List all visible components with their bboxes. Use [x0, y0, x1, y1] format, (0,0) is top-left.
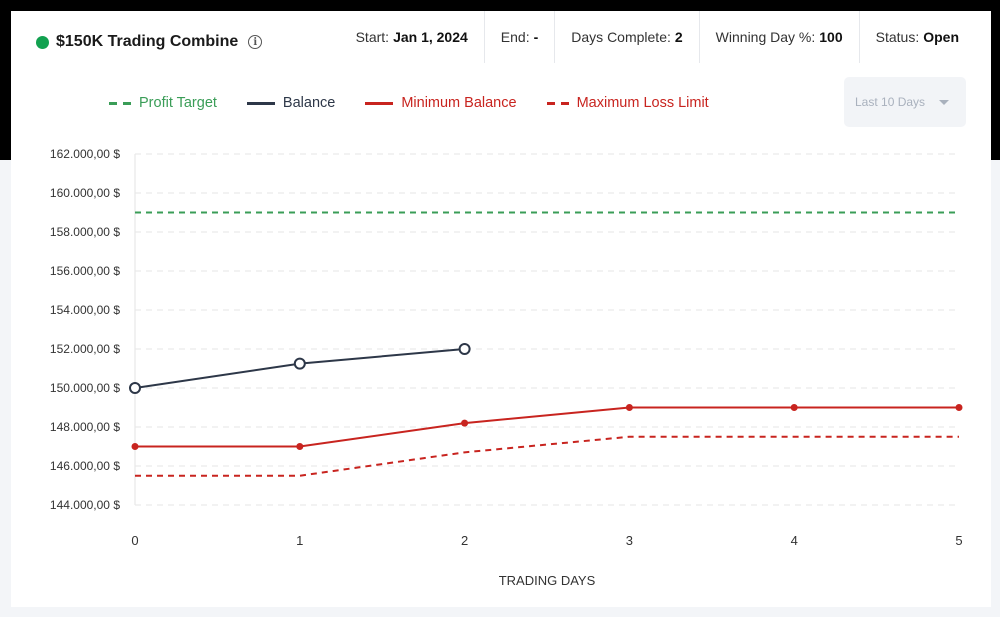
legend-item[interactable]: Maximum Loss Limit: [546, 95, 709, 111]
y-tick-label: 156.000,00 $: [50, 264, 120, 278]
y-tick-label: 162.000,00 $: [50, 147, 120, 161]
legend-label: Balance: [282, 95, 336, 111]
status-dot-icon: [36, 35, 49, 49]
stats-bar: Start: Jan 1, 2024 End: - Days Complete: 2 …: [340, 11, 975, 63]
legend-swatch: [546, 101, 569, 105]
legend-swatch: [246, 101, 275, 105]
y-tick-label: 148.000,00 $: [50, 420, 120, 434]
x-tick-label: 1: [296, 533, 303, 548]
legend-swatch: [109, 101, 131, 105]
data-point: [293, 357, 306, 370]
legend-label: Profit Target: [139, 95, 217, 111]
legend-label: Maximum Loss Limit: [576, 95, 709, 111]
x-axis-title: TRADING DAYS: [499, 573, 596, 588]
data-point: [955, 404, 963, 411]
y-tick-label: 158.000,00 $: [50, 225, 120, 239]
y-tick-label: 146.000,00 $: [50, 459, 120, 473]
data-point: [296, 443, 304, 450]
stat-days-complete: Days Complete: 2: [554, 11, 698, 63]
legend-item[interactable]: Minimum Balance: [365, 95, 517, 111]
y-tick-label: 154.000,00 $: [50, 303, 120, 317]
data-point: [625, 404, 633, 411]
title-text: $150K Trading Combine: [56, 33, 239, 50]
legend-swatch: [365, 101, 394, 105]
range-select[interactable]: Last 10 Days: [844, 77, 966, 127]
x-tick-label: 3: [626, 533, 633, 548]
data-point: [790, 404, 798, 411]
stat-status: Status: Open: [858, 11, 975, 63]
y-tick-label: 150.000,00 $: [50, 381, 120, 395]
stat-end: End: -: [483, 11, 554, 63]
data-point: [129, 382, 141, 394]
x-tick-label: 2: [461, 533, 468, 548]
range-select-value: Last 10 Days: [855, 95, 926, 109]
y-tick-label: 160.000,00 $: [50, 186, 120, 200]
data-point: [461, 419, 469, 427]
chevron-down-icon: [939, 100, 949, 105]
legend-label: Minimum Balance: [401, 95, 517, 111]
y-tick-label: 152.000,00 $: [50, 342, 120, 356]
card-title: $150K Trading Combine i: [36, 33, 263, 51]
legend-item[interactable]: Balance: [246, 95, 336, 111]
x-tick-label: 0: [131, 533, 138, 548]
data-point: [131, 443, 139, 450]
y-tick-label: 144.000,00 $: [50, 498, 120, 512]
series-line-maximum-loss-limit: [135, 435, 959, 477]
x-tick-label: 5: [955, 533, 962, 548]
combine-card: $150K Trading Combine i Start: Jan 1, 202…: [11, 11, 991, 607]
info-icon[interactable]: i: [248, 35, 263, 49]
legend-item[interactable]: Profit Target: [109, 95, 217, 111]
data-point: [458, 343, 471, 355]
series-line-minimum-balance: [135, 406, 959, 448]
chart-legend: Profit Target Balance Minimum Balance Maxim…: [109, 95, 709, 111]
stat-winning-day: Winning Day %: 100: [698, 11, 859, 63]
stat-start: Start: Jan 1, 2024: [355, 29, 468, 45]
x-tick-label: 4: [791, 533, 798, 548]
